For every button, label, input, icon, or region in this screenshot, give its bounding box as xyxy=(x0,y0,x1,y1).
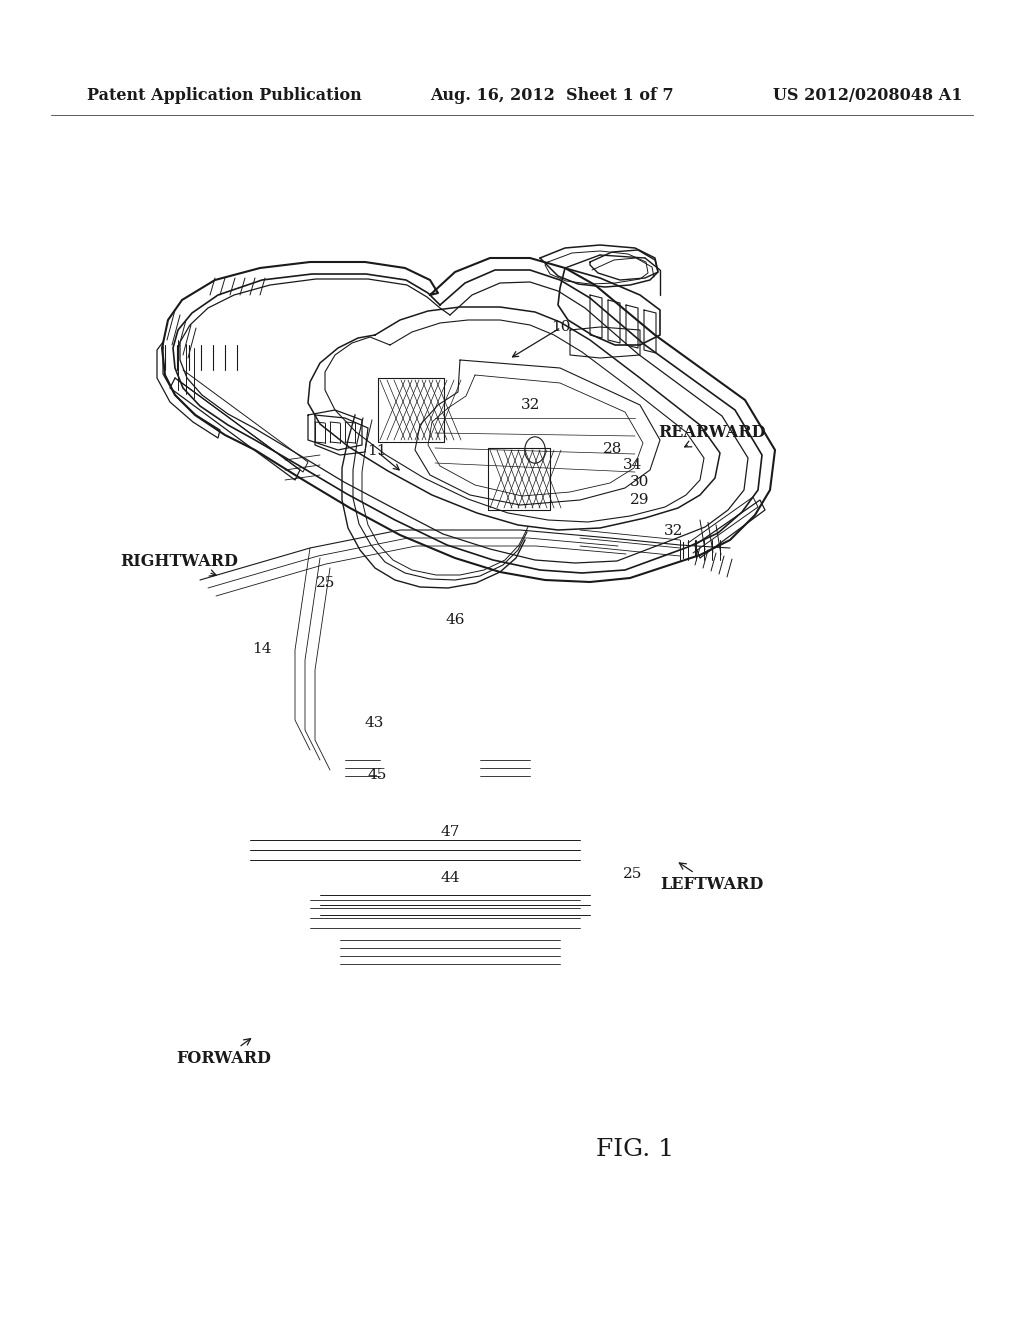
Text: 32: 32 xyxy=(665,524,683,537)
Text: 14: 14 xyxy=(252,643,272,656)
Text: 46: 46 xyxy=(445,614,466,627)
Text: LEFTWARD: LEFTWARD xyxy=(660,863,763,892)
Text: 34: 34 xyxy=(624,458,642,471)
Text: 30: 30 xyxy=(631,475,649,488)
Text: 47: 47 xyxy=(441,825,460,838)
Text: 10: 10 xyxy=(551,321,571,334)
Text: REARWARD: REARWARD xyxy=(658,425,765,447)
Text: 11: 11 xyxy=(367,445,387,458)
Text: 32: 32 xyxy=(521,399,540,412)
Text: 43: 43 xyxy=(365,717,383,730)
Text: 44: 44 xyxy=(440,871,461,884)
Text: RIGHTWARD: RIGHTWARD xyxy=(120,553,239,576)
Text: FORWARD: FORWARD xyxy=(176,1039,270,1067)
Text: 45: 45 xyxy=(368,768,386,781)
Text: US 2012/0208048 A1: US 2012/0208048 A1 xyxy=(773,87,963,103)
Text: Patent Application Publication: Patent Application Publication xyxy=(87,87,361,103)
Text: 25: 25 xyxy=(624,867,642,880)
Text: FIG. 1: FIG. 1 xyxy=(596,1138,674,1162)
Text: 28: 28 xyxy=(603,442,622,455)
Text: 29: 29 xyxy=(630,494,650,507)
Text: Aug. 16, 2012  Sheet 1 of 7: Aug. 16, 2012 Sheet 1 of 7 xyxy=(430,87,674,103)
Text: 25: 25 xyxy=(316,577,335,590)
